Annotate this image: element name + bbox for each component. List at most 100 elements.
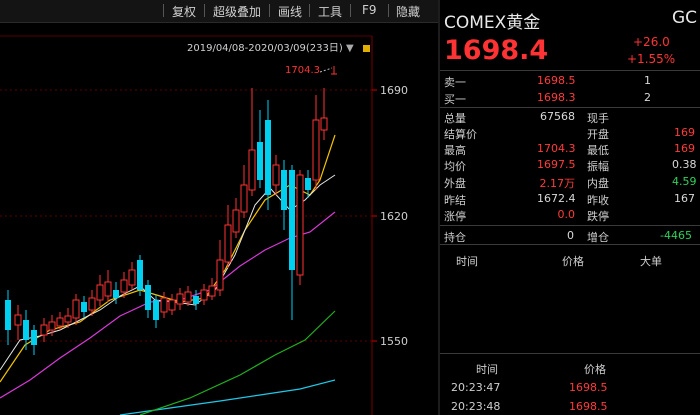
open-interest-label: 持仓: [444, 231, 466, 244]
stat-label: 均价: [444, 160, 466, 173]
candle-body: [216, 259, 224, 291]
dropdown-triangle-icon[interactable]: ▼: [345, 43, 354, 54]
instrument-code: GC: [672, 8, 698, 28]
candle-body: [248, 149, 256, 191]
candle-body: [64, 315, 72, 323]
candle-body: [128, 269, 136, 286]
instrument-name: COMEX黄金: [444, 13, 541, 33]
stat-value: 0.0: [557, 208, 576, 221]
stat-label: 现手: [587, 112, 609, 125]
separator: [269, 4, 270, 17]
candle-body: [113, 290, 119, 298]
candle-body: [272, 164, 280, 186]
stat-value: 169: [674, 126, 695, 139]
stat-value: 169: [674, 142, 695, 155]
candle-body: [145, 285, 151, 310]
stat-value: 67568: [540, 110, 575, 123]
range-end: 2020/03/09: [248, 43, 306, 54]
big-orders-col-type: 大单: [640, 255, 662, 268]
restore-rights-button[interactable]: 复权: [172, 5, 197, 19]
stat-value: 1704.3: [537, 142, 576, 155]
axis-tick-1620: 1620: [380, 210, 408, 223]
orderbook-bid-label: 买一: [444, 93, 466, 106]
candle-body: [14, 314, 22, 326]
axis-tick-1550: 1550: [380, 335, 408, 348]
ma120-line: [119, 379, 336, 415]
candle-body: [208, 285, 216, 297]
separator: [163, 4, 164, 17]
draw-line-button[interactable]: 画线: [278, 5, 303, 19]
stat-label: 涨停: [444, 210, 466, 223]
candle-body: [184, 291, 192, 303]
candle-body: [40, 324, 48, 336]
tick-price: 1698.5: [569, 381, 608, 394]
stat-label: 最高: [444, 144, 466, 157]
tick-time: 20:23:48: [451, 400, 501, 413]
stat-label: 振幅: [587, 160, 609, 173]
orderbook-ask-vol: 1: [644, 74, 651, 87]
candle-body: [289, 170, 295, 270]
candle-body: [72, 299, 80, 319]
price-change: +26.0: [633, 35, 670, 49]
candle-body: [96, 284, 104, 301]
date-range-label[interactable]: 2019/04/08-2020/03/09(233日) ▼: [187, 39, 370, 54]
candlestick-chart[interactable]: 1690 1620 1550 1704.3: [0, 0, 438, 415]
range-count: (233日): [305, 43, 343, 54]
stat-label: 最低: [587, 144, 609, 157]
candle-body: [120, 279, 128, 293]
stat-value: 4.59: [672, 175, 697, 188]
candle-body: [320, 117, 328, 131]
candle-body: [48, 321, 56, 331]
tick-time: 20:23:47: [451, 381, 501, 394]
panel-divider: [438, 0, 440, 415]
candle-body: [224, 224, 232, 263]
orderbook-ask-price: 1698.5: [537, 74, 576, 87]
stat-label: 开盘: [587, 128, 609, 141]
stat-value: 1697.5: [537, 158, 576, 171]
candle-body: [281, 170, 287, 210]
price-change-percent: +1.55%: [627, 52, 676, 66]
candle-body: [257, 142, 263, 180]
last-price: 1698.4: [444, 35, 549, 66]
candle-body: [296, 174, 304, 276]
divider: [440, 225, 700, 226]
ticks-col-time: 时间: [476, 363, 498, 376]
candle-body: [153, 300, 159, 320]
separator: [388, 4, 389, 17]
overlay-button[interactable]: 超级叠加: [213, 5, 262, 19]
big-orders-col-price: 价格: [562, 255, 584, 268]
lock-icon[interactable]: [362, 44, 370, 52]
stat-label: 总量: [444, 112, 466, 125]
stat-value: 1672.4: [537, 192, 576, 205]
hide-button[interactable]: 隐藏: [396, 5, 421, 19]
candle-body: [305, 178, 311, 190]
stat-label: 昨收: [587, 194, 609, 207]
orderbook-bid-price: 1698.3: [537, 91, 576, 104]
orderbook-ask-label: 卖一: [444, 76, 466, 89]
candle-body: [56, 317, 64, 327]
candle-body: [81, 302, 87, 312]
orderbook-bid-vol: 2: [644, 91, 651, 104]
stat-value: 0.38: [672, 158, 697, 171]
divider: [440, 70, 700, 71]
candle-body: [31, 330, 37, 345]
range-start: 2019/04/08: [187, 43, 245, 54]
stat-label: 跌停: [587, 210, 609, 223]
oi-change-label: 增仓: [587, 231, 609, 244]
f9-button[interactable]: F9: [362, 3, 377, 17]
divider: [440, 244, 700, 245]
candle-body: [104, 281, 112, 297]
oi-change-value: -4465: [660, 229, 692, 242]
tools-button[interactable]: 工具: [318, 5, 343, 19]
stat-value: 2.17万: [539, 177, 576, 190]
divider: [440, 353, 700, 354]
candle-body: [232, 209, 240, 233]
open-interest-value: 0: [567, 229, 574, 242]
stat-label: 内盘: [587, 177, 609, 190]
candle-body: [312, 119, 320, 181]
stat-label: 结算价: [444, 128, 477, 141]
ticks-col-price: 价格: [584, 363, 606, 376]
tick-price: 1698.5: [569, 400, 608, 413]
candle-body: [160, 297, 168, 313]
big-orders-col-time: 时间: [456, 255, 478, 268]
